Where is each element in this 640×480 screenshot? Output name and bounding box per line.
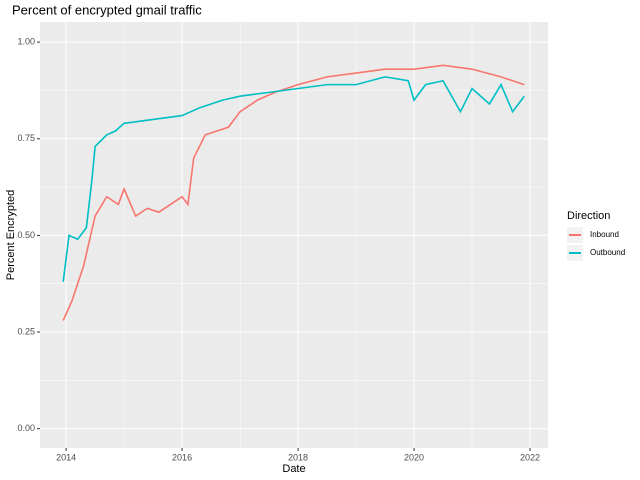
- y-tick-label: 0.75: [17, 133, 35, 143]
- x-tick-label: 2018: [288, 452, 308, 462]
- chart-title: Percent of encrypted gmail traffic: [12, 2, 202, 17]
- y-tick-label: 0.00: [17, 423, 35, 433]
- y-axis-title: Percent Encrypted: [5, 190, 17, 281]
- y-tick-label: 0.25: [17, 326, 35, 336]
- x-tick-label: 2014: [56, 452, 76, 462]
- legend-label: Inbound: [590, 230, 619, 239]
- y-tick-label: 1.00: [17, 36, 35, 46]
- y-tick-label: 0.50: [17, 230, 35, 240]
- x-tick-label: 2022: [520, 452, 540, 462]
- x-axis-title: Date: [282, 463, 305, 475]
- data-line: [62, 76, 525, 282]
- x-tick-label: 2020: [404, 452, 424, 462]
- data-line: [62, 64, 525, 321]
- legend-title: Direction: [567, 210, 610, 222]
- x-tick-label: 2016: [172, 452, 192, 462]
- legend-label: Outbound: [590, 248, 625, 257]
